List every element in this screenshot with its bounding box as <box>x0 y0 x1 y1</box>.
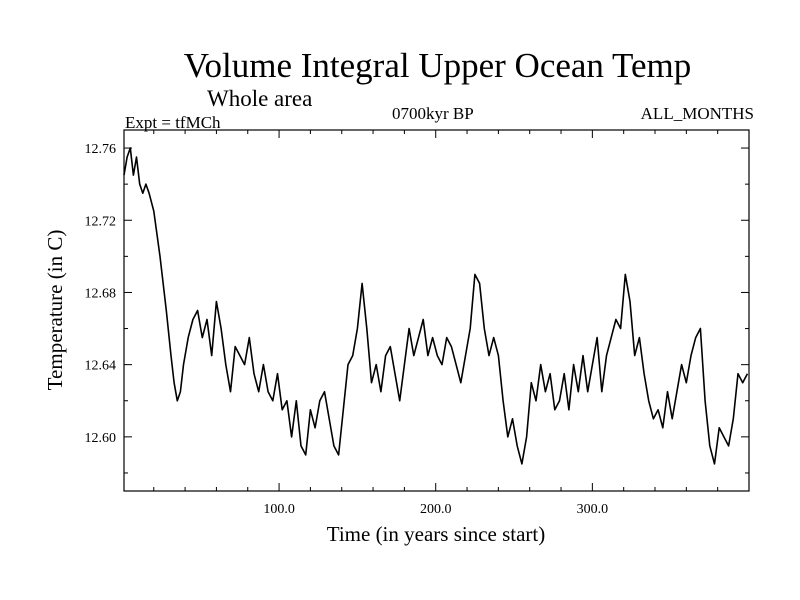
series-layer <box>123 147 749 465</box>
plot-frame <box>123 129 750 492</box>
experiment-label: Expt = tfMCh <box>125 113 221 132</box>
y-tick-label: 12.72 <box>85 214 117 229</box>
x-tick-label: 100.0 <box>263 502 295 517</box>
x-tick-label: 300.0 <box>577 502 609 517</box>
x-tick-label: 200.0 <box>420 502 452 517</box>
y-tick-label: 12.76 <box>85 142 117 157</box>
ticks-layer <box>124 130 749 491</box>
y-axis-label: Temperature (in C) <box>43 230 67 391</box>
months-label: ALL_MONTHS <box>640 104 754 123</box>
chart-title: Volume Integral Upper Ocean Temp <box>183 46 692 85</box>
y-tick-label: 12.68 <box>85 286 117 301</box>
chart-subtitle: Whole area <box>207 86 313 111</box>
y-tick-label: 12.60 <box>85 431 117 446</box>
period-label: 0700kyr BP <box>392 104 474 123</box>
tick-labels-layer: 12.60 12.64 12.68 12.72 12.76 100.0 200.0 300.0 <box>85 142 609 517</box>
y-tick-label: 12.64 <box>85 359 117 374</box>
x-axis-label: Time (in years since start) <box>327 522 546 546</box>
series-line <box>123 147 749 465</box>
